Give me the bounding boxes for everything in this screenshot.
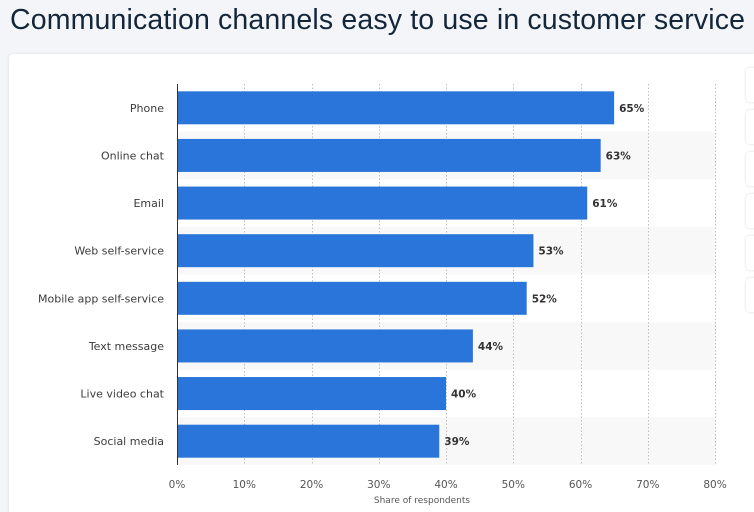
x-tick-label: 50%	[502, 479, 525, 491]
page-title: Communication channels easy to use in cu…	[10, 4, 746, 36]
category-label: Mobile app self-service	[38, 292, 164, 305]
value-labels: 65% 63% 61% 53% 52% 44% 40% 39%	[444, 103, 644, 448]
category-label: Live video chat	[80, 388, 164, 401]
category-labels: Phone Online chat Email Web self-service Mob…	[38, 102, 165, 448]
category-label: Phone	[130, 102, 164, 115]
side-tool-button-3[interactable]	[746, 152, 754, 186]
x-tick-label: 10%	[233, 479, 256, 491]
value-label: 65%	[619, 103, 645, 115]
bar	[177, 186, 588, 220]
bar	[177, 234, 534, 268]
category-label: Social media	[94, 435, 164, 448]
side-tool-button-4[interactable]	[746, 194, 754, 228]
side-tool-button-2[interactable]	[746, 110, 754, 144]
value-label: 44%	[478, 341, 504, 353]
bar	[177, 138, 601, 172]
x-tick-label: 80%	[703, 479, 726, 491]
bar	[177, 91, 615, 125]
category-label: Text message	[88, 340, 164, 353]
category-label: Online chat	[101, 149, 165, 162]
bar	[177, 329, 473, 363]
bar	[177, 424, 440, 458]
value-label: 39%	[444, 436, 470, 448]
x-tick-label: 30%	[367, 479, 390, 491]
bar	[177, 281, 527, 315]
value-label: 40%	[451, 389, 477, 401]
category-label: Email	[133, 197, 164, 210]
value-label: 52%	[532, 293, 558, 305]
x-tick-label: 70%	[636, 479, 659, 491]
x-tick-label: 20%	[300, 479, 323, 491]
x-tick-labels: 0% 10% 20% 30% 40% 50% 60% 70% 80%	[169, 479, 727, 491]
value-label: 61%	[592, 198, 618, 210]
side-tool-button-1[interactable]	[746, 68, 754, 102]
bar	[177, 377, 446, 411]
x-tick-label: 40%	[434, 479, 457, 491]
value-label: 63%	[606, 150, 632, 162]
category-label: Web self-service	[74, 245, 164, 258]
value-label: 53%	[538, 246, 564, 258]
x-axis-title: Share of respondents	[374, 496, 471, 506]
bars	[177, 91, 615, 458]
side-tool-button-6[interactable]	[746, 278, 754, 312]
side-tool-button-5[interactable]	[746, 236, 754, 270]
x-tick-label: 0%	[169, 479, 186, 491]
x-tick-label: 60%	[569, 479, 592, 491]
